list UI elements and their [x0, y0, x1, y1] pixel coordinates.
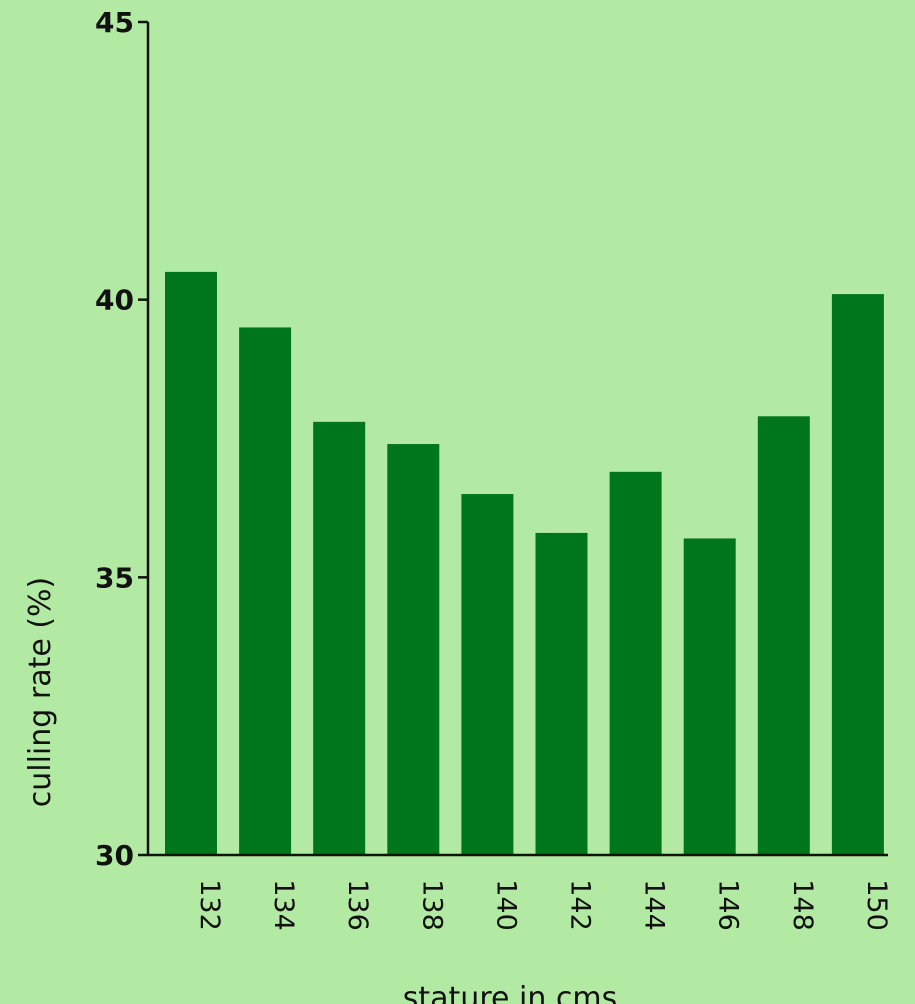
y-tick-label-30: 30 [95, 839, 134, 872]
x-tick-label-136: 136 [342, 879, 373, 931]
bar-144 [609, 471, 662, 855]
bar-140 [461, 494, 514, 855]
y-axis-title: culling rate (%) [23, 577, 58, 808]
x-tick-label-142: 142 [565, 879, 596, 931]
x-tick-label-134: 134 [268, 879, 299, 931]
bars-group [165, 271, 884, 855]
x-tick-label-150: 150 [861, 879, 892, 931]
bar-142 [535, 532, 588, 855]
x-tick-label-144: 144 [639, 879, 670, 931]
bar-146 [683, 538, 736, 855]
bar-150 [831, 294, 884, 855]
y-ticks-group: 30 35 40 45 [95, 6, 148, 872]
x-tick-label-138: 138 [416, 879, 447, 931]
y-tick-label-40: 40 [95, 284, 134, 317]
bar-148 [757, 416, 810, 855]
x-tick-label-146: 146 [713, 879, 744, 931]
x-tick-label-148: 148 [787, 879, 818, 931]
x-axis-title: stature in cms [403, 981, 617, 1004]
bar-134 [239, 327, 292, 855]
y-tick-label-45: 45 [95, 6, 134, 39]
bar-136 [313, 421, 366, 855]
bar-138 [387, 444, 440, 855]
bar-132 [165, 271, 217, 855]
x-tick-label-132: 132 [194, 879, 225, 931]
x-tick-label-140: 140 [490, 879, 521, 931]
y-tick-label-35: 35 [95, 561, 134, 594]
x-tick-labels-group: 132 134 136 138 140 142 144 146 148 150 [194, 879, 892, 931]
